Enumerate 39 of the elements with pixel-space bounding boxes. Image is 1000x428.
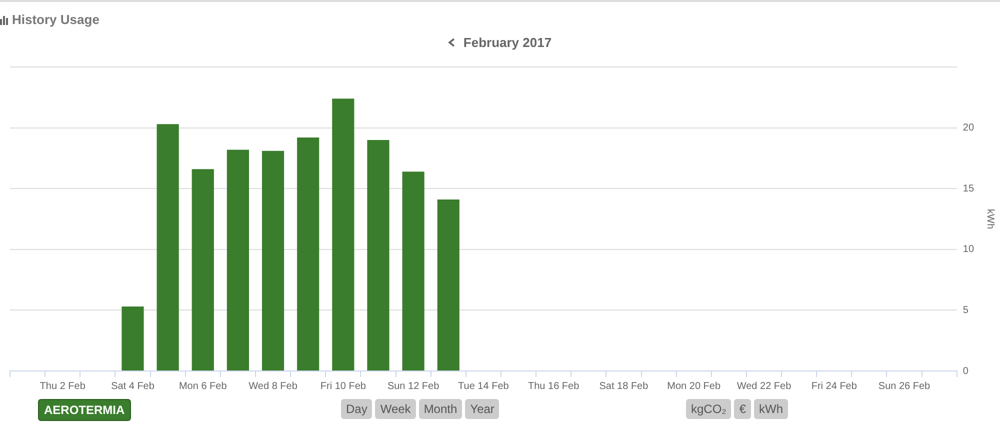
text: Year bbox=[465, 399, 500, 419]
x-tick-label: Sat 18 Feb bbox=[599, 380, 649, 392]
text: Week bbox=[375, 399, 416, 419]
x-tick-label: Thu 2 Feb bbox=[40, 380, 86, 392]
x-tick-label: Mon 20 Feb bbox=[667, 380, 721, 392]
text: Month bbox=[418, 399, 462, 419]
bar bbox=[332, 98, 354, 370]
text: Day bbox=[341, 399, 372, 419]
bar bbox=[402, 172, 424, 370]
text: € bbox=[734, 399, 752, 419]
y-tick-label: 20 bbox=[962, 122, 974, 134]
chart-subtitle: February 2017 bbox=[463, 35, 552, 50]
bar bbox=[226, 150, 249, 370]
text: kgCO₂ bbox=[686, 399, 732, 419]
bar bbox=[156, 124, 179, 370]
y-axis-title: kWh bbox=[984, 209, 996, 229]
x-tick-label: Wed 22 Feb bbox=[736, 380, 792, 392]
y-tick-label: 15 bbox=[962, 183, 974, 194]
x-tick-label: Fri 24 Feb bbox=[811, 380, 858, 392]
x-tick-label: Mon 6 Feb bbox=[178, 380, 228, 392]
bar bbox=[297, 138, 320, 370]
bar bbox=[192, 169, 214, 370]
chart-title: History Usage bbox=[12, 12, 100, 27]
bar bbox=[367, 140, 390, 370]
bar bbox=[122, 306, 144, 370]
x-tick-label: Sun 26 Feb bbox=[878, 380, 931, 392]
x-tick-label: Tue 14 Feb bbox=[458, 380, 510, 392]
bar bbox=[437, 200, 460, 370]
x-tick-label: Fri 10 Feb bbox=[320, 380, 366, 392]
x-tick-label: Wed 8 Feb bbox=[248, 380, 298, 392]
text: AEROTERMIA bbox=[38, 399, 131, 421]
y-tick-label: 5 bbox=[962, 304, 969, 316]
x-tick-label: Sun 12 Feb bbox=[387, 380, 440, 392]
x-tick-label: Thu 16 Feb bbox=[528, 380, 580, 392]
text: kWh bbox=[754, 399, 788, 419]
bar bbox=[262, 150, 284, 370]
y-tick-label: 0 bbox=[962, 366, 969, 377]
x-tick-label: Sat 4 Feb bbox=[111, 380, 155, 392]
y-tick-label: 10 bbox=[962, 244, 974, 256]
